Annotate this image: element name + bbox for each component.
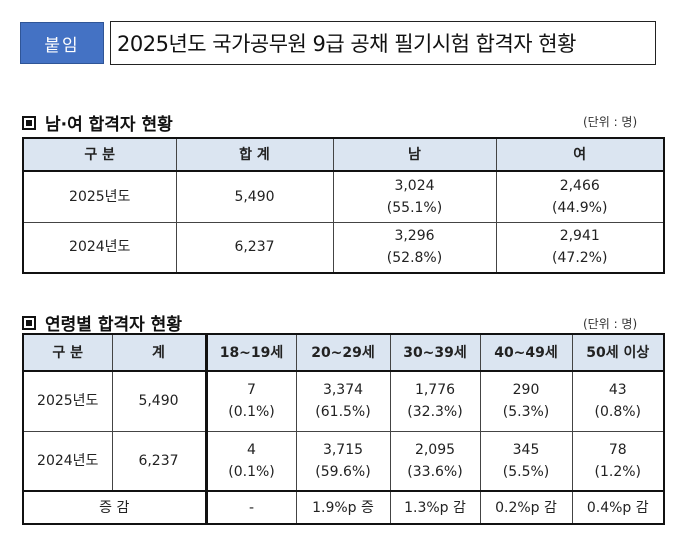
female-count: 2,941 [559,228,600,245]
age-col-50-plus: 50세 이상 [571,333,665,372]
change-cell: 1.9%p 증 [295,490,391,525]
age-percent: (0.1%) [228,404,275,421]
change-row: 증 감 - 1.9%p 증 1.3%p 감 0.2%p 감 0.4%p 감 [22,490,665,525]
age-cell: 290 (5.3%) [479,370,573,432]
age-count: 7 [247,382,256,399]
gender-section-title: 남·여 합격자 현황 [45,115,173,135]
gender-col-category: 구 분 [22,137,177,172]
female-percent: (47.2%) [552,250,608,267]
gender-col-total: 합 계 [175,137,334,172]
gender-unit-label: (단위 : 명) [583,115,638,129]
age-percent: (5.3%) [502,404,550,421]
age-section-title: 연령별 합격자 현황 [45,315,182,335]
age-cell: 43 (0.8%) [571,370,665,432]
age-percent: (33.6%) [407,463,463,480]
age-percent: (59.6%) [315,463,371,480]
gender-col-female: 여 [495,137,665,172]
age-cell: 345 (5.5%) [479,430,573,492]
age-count: 2,095 [414,441,456,458]
age-count: 78 [608,441,627,458]
page-title-text: 2025년도 국가공무원 9급 공채 필기시험 합격자 현황 [117,32,576,56]
female-cell: 2,941 (47.2%) [495,221,665,274]
female-percent: (44.9%) [552,199,608,216]
age-percent: (61.5%) [315,404,371,421]
age-percent: (5.5%) [502,463,550,480]
total-cell: 6,237 [175,221,334,274]
male-percent: (55.1%) [386,199,443,216]
square-bullet-icon [22,115,36,130]
male-percent: (52.8%) [386,250,443,267]
gender-col-male: 남 [332,137,497,172]
male-cell: 3,296 (52.8%) [332,221,497,274]
male-count: 3,024 [394,177,435,194]
age-count: 290 [512,382,540,399]
age-cell: 4 (0.1%) [205,430,297,492]
row-label: 2024년도 [22,221,177,274]
age-count: 3,374 [322,382,364,399]
table-row: 2024년도 6,237 4 (0.1%) 3,715 (59.6%) 2,095 (… [22,430,665,492]
age-unit-label: (단위 : 명) [583,317,638,331]
row-label: 2025년도 [22,170,177,223]
gender-table-header-row: 구 분 합 계 남 여 [22,137,665,172]
row-label: 2024년도 [22,430,113,492]
male-cell: 3,024 (55.1%) [332,170,497,223]
table-row: 2024년도 6,237 3,296 (52.8%) 2,941 (47.2%) [22,221,665,274]
age-col-total: 계 [111,333,208,372]
change-cell: - [205,490,297,525]
change-cell: 0.4%p 감 [571,490,665,525]
age-cell: 7 (0.1%) [205,370,297,432]
female-count: 2,466 [559,177,600,194]
change-label: 증 감 [22,490,208,525]
male-count: 3,296 [394,228,435,245]
age-cell: 3,374 (61.5%) [295,370,391,432]
table-row: 2025년도 5,490 7 (0.1%) 3,374 (61.5%) 1,776 (… [22,370,665,432]
age-percent: (1.2%) [594,463,642,480]
change-cell: 1.3%p 감 [389,490,481,525]
age-count: 43 [608,382,627,399]
page-title: 2025년도 국가공무원 9급 공채 필기시험 합격자 현황 [110,21,656,65]
age-table: 구 분 계 18~19세 20~29세 30~39세 40~49세 50세 이상… [22,333,665,525]
gender-section-heading: 남·여 합격자 현황 [22,110,173,135]
table-row: 2025년도 5,490 3,024 (55.1%) 2,466 (44.9%) [22,170,665,223]
age-percent: (0.1%) [228,463,275,480]
age-percent: (0.8%) [594,404,642,421]
age-table-header-row: 구 분 계 18~19세 20~29세 30~39세 40~49세 50세 이상 [22,333,665,372]
age-count: 3,715 [322,441,364,458]
age-col-40-49: 40~49세 [479,333,573,372]
female-cell: 2,466 (44.9%) [495,170,665,223]
age-col-30-39: 30~39세 [389,333,481,372]
change-cell: 0.2%p 감 [479,490,573,525]
age-col-18-19: 18~19세 [205,333,297,372]
total-cell: 5,490 [175,170,334,223]
gender-table: 구 분 합 계 남 여 2025년도 5,490 3,024 (55.1%) 2… [22,137,665,274]
age-col-20-29: 20~29세 [295,333,391,372]
age-cell: 1,776 (32.3%) [389,370,481,432]
age-col-category: 구 분 [22,333,113,372]
age-cell: 78 (1.2%) [571,430,665,492]
attachment-badge: 붙임 [20,22,104,64]
age-section-heading: 연령별 합격자 현황 [22,310,182,335]
row-label: 2025년도 [22,370,113,432]
total-cell: 5,490 [111,370,208,432]
age-cell: 3,715 (59.6%) [295,430,391,492]
age-count: 345 [512,441,540,458]
total-cell: 6,237 [111,430,208,492]
age-cell: 2,095 (33.6%) [389,430,481,492]
square-bullet-icon [22,315,36,330]
age-count: 4 [247,441,256,458]
age-percent: (32.3%) [407,404,463,421]
age-count: 1,776 [414,382,456,399]
